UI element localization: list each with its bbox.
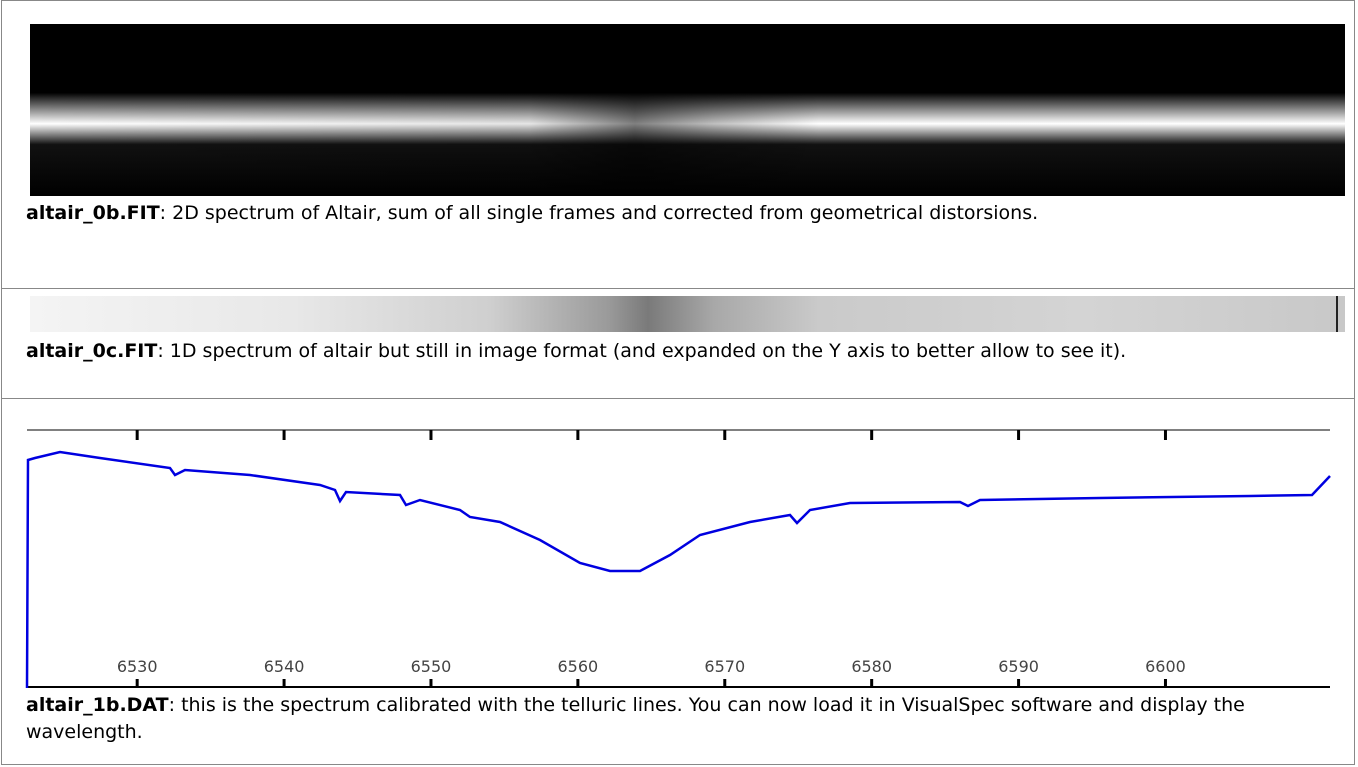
row-divider — [1, 288, 1355, 289]
caption-text: : 2D spectrum of Altair, sum of all sing… — [159, 202, 1039, 224]
spectrum-chart: 6530 6540 6550 6560 6570 6580 6590 6600 — [25, 429, 1331, 689]
caption: altair_0c.FIT: 1D spectrum of altair but… — [26, 338, 1336, 365]
x-tick-label: 6560 — [558, 657, 599, 676]
x-tick-label: 6540 — [264, 657, 305, 676]
x-tick-label: 6530 — [117, 657, 158, 676]
file-name: altair_0b.FIT — [26, 202, 160, 224]
caption-text: : 1D spectrum of altair but still in ima… — [157, 340, 1127, 362]
x-tick-label: 6580 — [851, 657, 892, 676]
spectrum-2d-shade — [30, 24, 1345, 196]
x-tick-label: 6550 — [411, 657, 452, 676]
spectrum-1d-image — [30, 296, 1345, 332]
caption-text: : this is the spectrum calibrated with t… — [26, 694, 1245, 743]
file-name: altair_0c.FIT — [26, 340, 158, 362]
x-tick-label: 6570 — [704, 657, 745, 676]
caption: altair_1b.DAT: this is the spectrum cali… — [26, 692, 1336, 746]
caption: altair_0b.FIT: 2D spectrum of Altair, su… — [26, 200, 1336, 227]
x-tick-label: 6600 — [1145, 657, 1186, 676]
x-tick-label: 6590 — [998, 657, 1039, 676]
row-divider — [1, 398, 1355, 399]
spectrum-curve — [25, 450, 1331, 689]
file-name: altair_1b.DAT — [26, 694, 169, 716]
